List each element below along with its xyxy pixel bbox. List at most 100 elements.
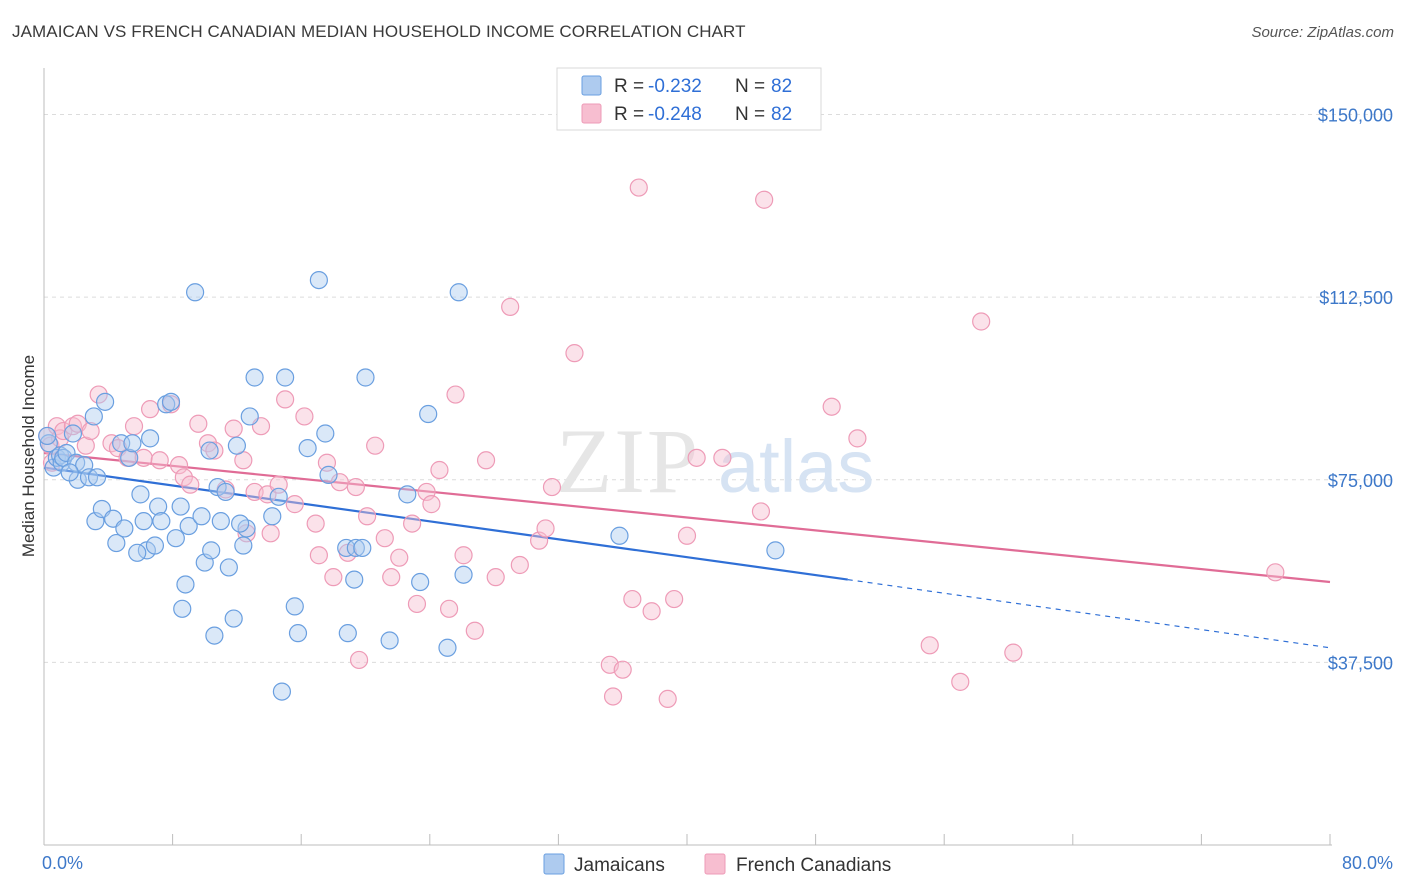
point-jamaicans-70: [398, 485, 417, 504]
gridlines: [44, 114, 1394, 663]
point-french-canadians-40: [324, 568, 343, 587]
point-french-canadians-61: [501, 297, 520, 316]
y-tick-labels: $37,500 $75,000 $112,500 $150,000: [1318, 106, 1393, 674]
point-jamaicans-69: [380, 631, 399, 650]
point-jamaicans-52: [245, 368, 264, 387]
point-french-canadians-45: [358, 507, 377, 526]
point-french-canadians-76: [687, 448, 706, 467]
bottom-legend-label-jamaicans: Jamaicans: [574, 855, 665, 876]
point-jamaicans-12: [84, 407, 103, 426]
point-french-canadians-14: [124, 417, 144, 436]
point-jamaicans-61: [316, 424, 335, 443]
point-french-canadians-24: [205, 441, 224, 460]
point-jamaicans-73: [438, 638, 457, 657]
point-french-canadians-81: [848, 429, 867, 448]
bottom-legend-label-french-canadians: French Canadians: [736, 855, 891, 876]
point-jamaicans-75: [454, 565, 473, 584]
top-legend: R = -0.232 N = 82 R = -0.248 N = 82: [556, 67, 822, 131]
point-french-canadians-8: [76, 436, 95, 455]
point-jamaicans-35: [176, 575, 195, 594]
point-french-canadians-34: [276, 390, 295, 409]
legend-r-value-2: -0.248: [648, 104, 702, 125]
bottom-legend: Jamaicans French Canadians: [543, 853, 891, 876]
point-french-canadians-75: [677, 526, 697, 545]
point-french-canadians-57: [454, 546, 473, 565]
point-jamaicans-60: [309, 270, 328, 290]
legend-r-label-2: R =: [614, 104, 644, 125]
point-jamaicans-48: [227, 436, 246, 455]
point-french-canadians-72: [642, 602, 661, 621]
point-french-canadians-84: [972, 312, 991, 331]
point-jamaicans-38: [192, 507, 211, 526]
point-jamaicans-31: [161, 392, 181, 411]
x-ticks: [172, 834, 1331, 845]
point-jamaicans-71: [411, 572, 430, 592]
point-jamaicans-22: [123, 434, 142, 453]
point-jamaicans-56: [276, 368, 295, 387]
point-french-canadians-59: [476, 451, 496, 470]
point-french-canadians-46: [366, 436, 385, 455]
point-french-canadians-66: [565, 344, 584, 363]
point-french-canadians-26: [224, 419, 243, 438]
point-jamaicans-24: [134, 512, 153, 531]
point-french-canadians-32: [261, 524, 280, 543]
point-jamaicans-80: [128, 543, 147, 562]
point-french-canadians-36: [295, 407, 314, 426]
point-french-canadians-73: [658, 689, 677, 709]
point-jamaicans-72: [419, 404, 438, 424]
point-french-canadians-22: [189, 414, 208, 433]
trend-lines: [43, 451, 1331, 649]
trend-line-jamaicans-extension: [847, 578, 1331, 649]
point-french-canadians-71: [629, 178, 648, 197]
legend-n-label-1: N =: [735, 76, 765, 97]
point-jamaicans-30: [157, 395, 176, 414]
point-jamaicans-68: [356, 368, 375, 387]
data-points: [38, 178, 1285, 709]
chart-source: Source: ZipAtlas.com: [1251, 24, 1394, 41]
point-french-canadians-23: [198, 434, 218, 453]
point-french-canadians-17: [150, 451, 169, 470]
point-jamaicans-54: [269, 487, 288, 506]
point-french-canadians-83: [951, 672, 970, 691]
watermark-zip: ZIP: [556, 410, 700, 512]
point-french-canadians-85: [1004, 643, 1023, 662]
point-french-canadians-44: [349, 650, 369, 670]
x-tick-label-start: 0.0%: [42, 853, 83, 873]
point-jamaicans-49: [234, 536, 253, 555]
point-french-canadians-82: [920, 636, 939, 655]
point-jamaicans-20: [115, 519, 134, 538]
point-jamaicans-62: [319, 465, 338, 484]
point-french-canadians-47: [375, 529, 394, 548]
point-jamaicans-67: [353, 538, 372, 558]
point-french-canadians-20: [174, 468, 193, 487]
point-french-canadians-48: [382, 568, 401, 587]
point-jamaicans-27: [145, 536, 165, 555]
point-jamaicans-0: [39, 434, 58, 453]
point-jamaicans-34: [173, 599, 192, 618]
point-jamaicans-21: [120, 448, 139, 467]
legend-n-label-2: N =: [735, 104, 765, 125]
point-jamaicans-81: [231, 514, 250, 533]
point-french-canadians-77: [713, 448, 732, 467]
point-jamaicans-76: [610, 526, 629, 545]
y-tick-label-0: $37,500: [1328, 653, 1393, 673]
x-tick-label-end: 80.0%: [1342, 853, 1393, 873]
point-french-canadians-53: [422, 495, 441, 514]
point-jamaicans-59: [298, 439, 317, 458]
point-jamaicans-79: [60, 463, 79, 482]
point-jamaicans-37: [186, 283, 205, 302]
bottom-legend-swatch-jamaicans: [543, 853, 565, 875]
point-french-canadians-70: [623, 589, 642, 609]
point-jamaicans-46: [219, 558, 238, 577]
trend-line-jamaicans: [43, 466, 848, 581]
point-french-canadians-50: [403, 514, 422, 533]
bottom-legend-swatch-french-canadians: [704, 853, 726, 875]
point-french-canadians-37: [306, 514, 325, 533]
point-french-canadians-43: [346, 477, 365, 497]
point-jamaicans-32: [166, 529, 185, 548]
legend-r-value-1: -0.232: [648, 76, 702, 97]
point-french-canadians-38: [309, 546, 328, 565]
point-jamaicans-55: [272, 682, 292, 701]
point-jamaicans-44: [211, 512, 230, 531]
